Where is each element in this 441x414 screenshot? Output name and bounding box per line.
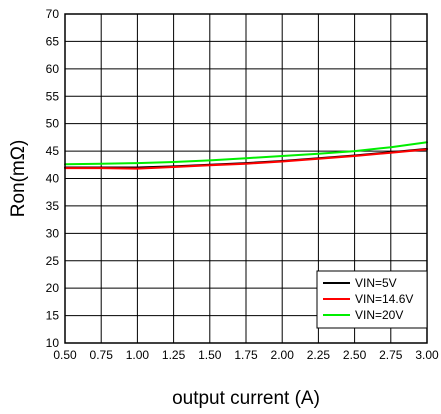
x-tick-label: 3.00 [415,348,439,362]
series-line [64,148,428,170]
y-tick-label: 30 [46,226,60,240]
series-lines [64,141,428,170]
x-tick-label: 2.75 [379,348,403,362]
x-tick-label: 1.50 [198,348,222,362]
plot-frame [64,13,428,344]
x-tick-label: 2.00 [271,348,295,362]
legend: VIN=5V VIN=14.6V VIN=20V [316,270,428,329]
y-tick-label: 40 [46,172,60,186]
y-tick-label: 20 [46,281,60,295]
y-tick-label: 50 [46,117,60,131]
legend-label: VIN=14.6V [355,292,413,306]
legend-label: VIN=20V [355,308,403,322]
series-line [64,141,428,166]
y-tick-label: 70 [46,7,60,21]
y-tick-label: 25 [46,254,60,268]
grid [65,14,427,343]
x-axis-title: output current (A) [172,388,320,409]
x-tick-label: 1.25 [162,348,186,362]
x-tick-label: 0.50 [53,348,77,362]
y-tick-label: 60 [46,62,60,76]
y-axis-tick-labels: 10 15 20 25 30 35 40 45 50 55 60 65 70 [46,7,60,350]
x-tick-label: 0.75 [90,348,114,362]
legend-label: VIN=5V [355,276,397,290]
x-tick-label: 1.75 [234,348,258,362]
y-tick-label: 55 [46,89,60,103]
x-axis-tick-labels: 0.50 0.75 1.00 1.25 1.50 1.75 2.00 2.25 2.50 2.75… [53,348,439,362]
y-tick-label: 65 [46,34,60,48]
x-tick-label: 1.00 [126,348,150,362]
x-tick-label: 2.25 [307,348,331,362]
y-axis-title: Ron(mΩ) [8,140,29,218]
y-tick-label: 10 [46,336,60,350]
x-tick-label: 2.50 [343,348,367,362]
y-tick-label: 15 [46,309,60,323]
y-tick-label: 45 [46,144,60,158]
y-tick-label: 35 [46,199,60,213]
